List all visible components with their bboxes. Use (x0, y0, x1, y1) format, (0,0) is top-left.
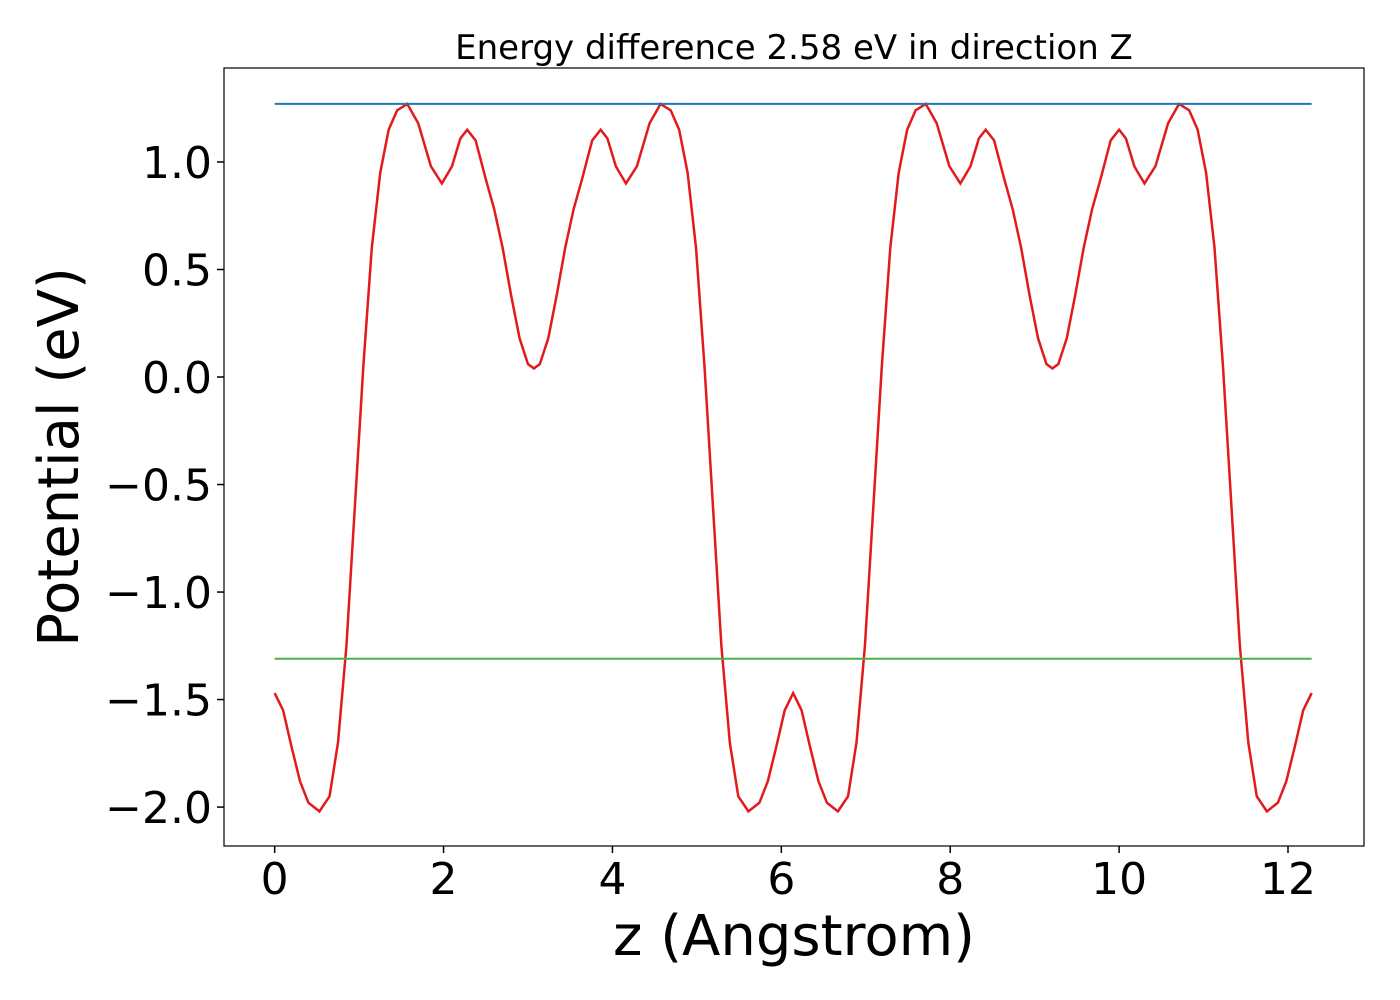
y-tick-label: 0.0 (142, 353, 212, 404)
y-tick-label: −1.5 (105, 676, 212, 727)
y-tick-label: −0.5 (105, 461, 212, 512)
chart-title: Energy difference 2.58 eV in direction Z (455, 28, 1133, 68)
plot-frame (223, 67, 1365, 847)
x-tick-label: 12 (1260, 854, 1316, 905)
x-tick-label: 6 (767, 854, 795, 905)
x-tick-label: 8 (936, 854, 964, 905)
x-axis-label: z (Angstrom) (613, 904, 975, 969)
y-axis-label: Potential (eV) (27, 267, 92, 647)
x-tick-label: 2 (430, 854, 458, 905)
x-tick-label: 4 (598, 854, 626, 905)
x-tick-label: 0 (261, 854, 289, 905)
y-tick-label: −2.0 (105, 783, 212, 834)
y-tick-label: −1.0 (105, 568, 212, 619)
series-line (273, 102, 1313, 814)
x-tick-label: 10 (1091, 854, 1147, 905)
y-tick-label: 0.5 (142, 245, 212, 296)
y-tick-label: 1.0 (142, 138, 212, 189)
